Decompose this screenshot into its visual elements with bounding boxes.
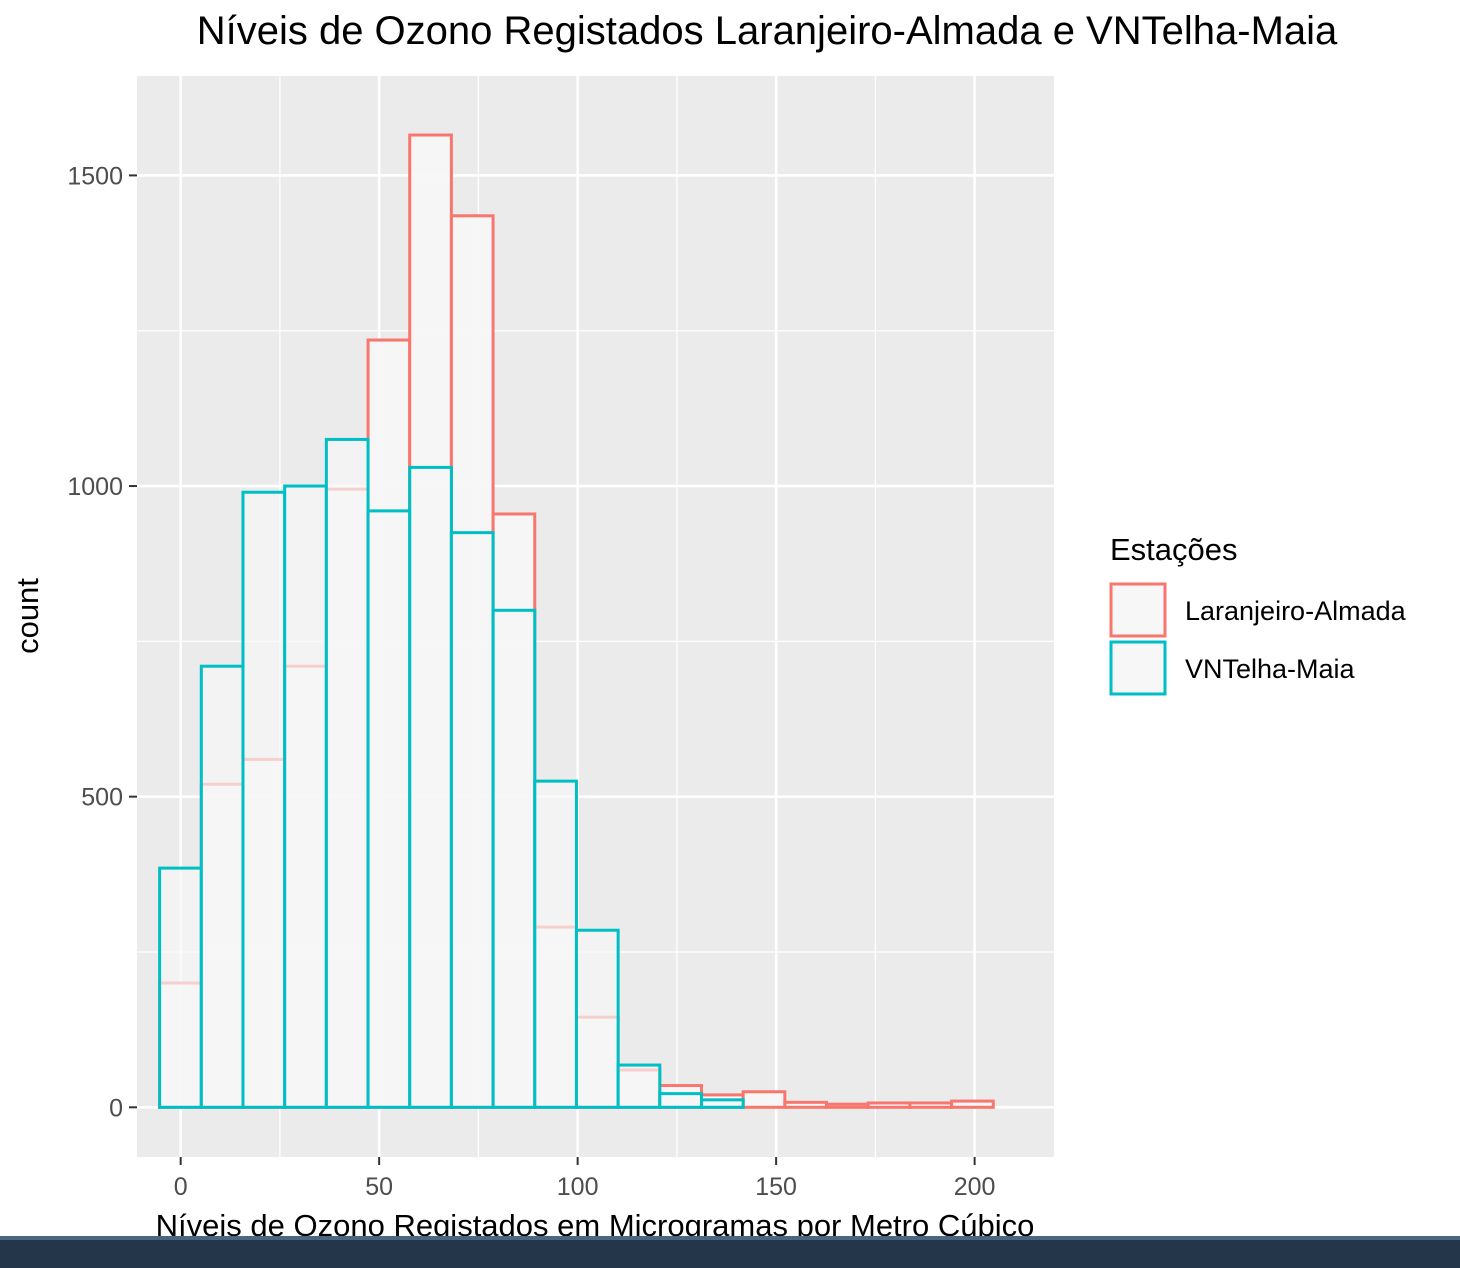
x-axis-ticks: 0 50 100 150 200 xyxy=(174,1157,996,1201)
bar-vntelha-maia xyxy=(533,779,578,1109)
bar-vntelha-maia xyxy=(574,928,620,1109)
bar-laranjeiro-almada xyxy=(866,1101,912,1109)
bar-laranjeiro-almada xyxy=(741,1090,787,1109)
bar-vntelha-maia xyxy=(366,509,412,1109)
legend-key xyxy=(1109,582,1167,638)
legend-title: Estações xyxy=(1110,532,1238,567)
legend-label: VNTelha-Maia xyxy=(1185,654,1356,684)
x-tick-label: 50 xyxy=(365,1173,393,1201)
x-tick-label: 100 xyxy=(557,1173,599,1201)
y-tick-label: 500 xyxy=(81,784,123,812)
bar-vntelha-maia xyxy=(658,1092,703,1109)
y-tick-label: 1000 xyxy=(67,473,123,501)
bar-vntelha-maia xyxy=(241,490,287,1109)
x-tick-label: 0 xyxy=(174,1173,188,1201)
bar-vntelha-maia xyxy=(158,866,203,1109)
chart-title: Níveis de Ozono Registados Laranjeiro-Al… xyxy=(197,9,1338,53)
bar-laranjeiro-almada xyxy=(950,1099,995,1109)
bar-vntelha-maia xyxy=(283,484,328,1109)
window-bottom-bar xyxy=(0,1236,1460,1268)
x-tick-label: 150 xyxy=(755,1173,797,1201)
bar-vntelha-maia xyxy=(699,1098,745,1109)
bar-laranjeiro-almada xyxy=(825,1102,870,1109)
y-axis-label: count xyxy=(10,578,45,654)
bar-vntelha-maia xyxy=(408,465,453,1109)
bar-vntelha-maia xyxy=(616,1063,662,1109)
y-tick-label: 0 xyxy=(109,1094,123,1122)
bar-laranjeiro-almada xyxy=(908,1101,954,1109)
bar-vntelha-maia xyxy=(491,608,537,1109)
legend-label: Laranjeiro-Almada xyxy=(1185,596,1407,626)
window-bottom-bar-edge xyxy=(0,1236,1460,1240)
bar-vntelha-maia xyxy=(199,664,245,1109)
series-vntelha-maia-bars xyxy=(158,437,745,1109)
y-axis-ticks: 0 500 1000 1500 xyxy=(67,162,137,1122)
bar-vntelha-maia xyxy=(449,531,495,1109)
legend-key xyxy=(1109,640,1167,696)
bar-vntelha-maia xyxy=(324,437,370,1109)
x-tick-label: 200 xyxy=(954,1173,996,1201)
bar-laranjeiro-almada xyxy=(783,1100,829,1109)
legend: Estações Laranjeiro-Almada VNTelha-Maia xyxy=(1109,532,1407,696)
y-tick-label: 1500 xyxy=(67,162,123,190)
